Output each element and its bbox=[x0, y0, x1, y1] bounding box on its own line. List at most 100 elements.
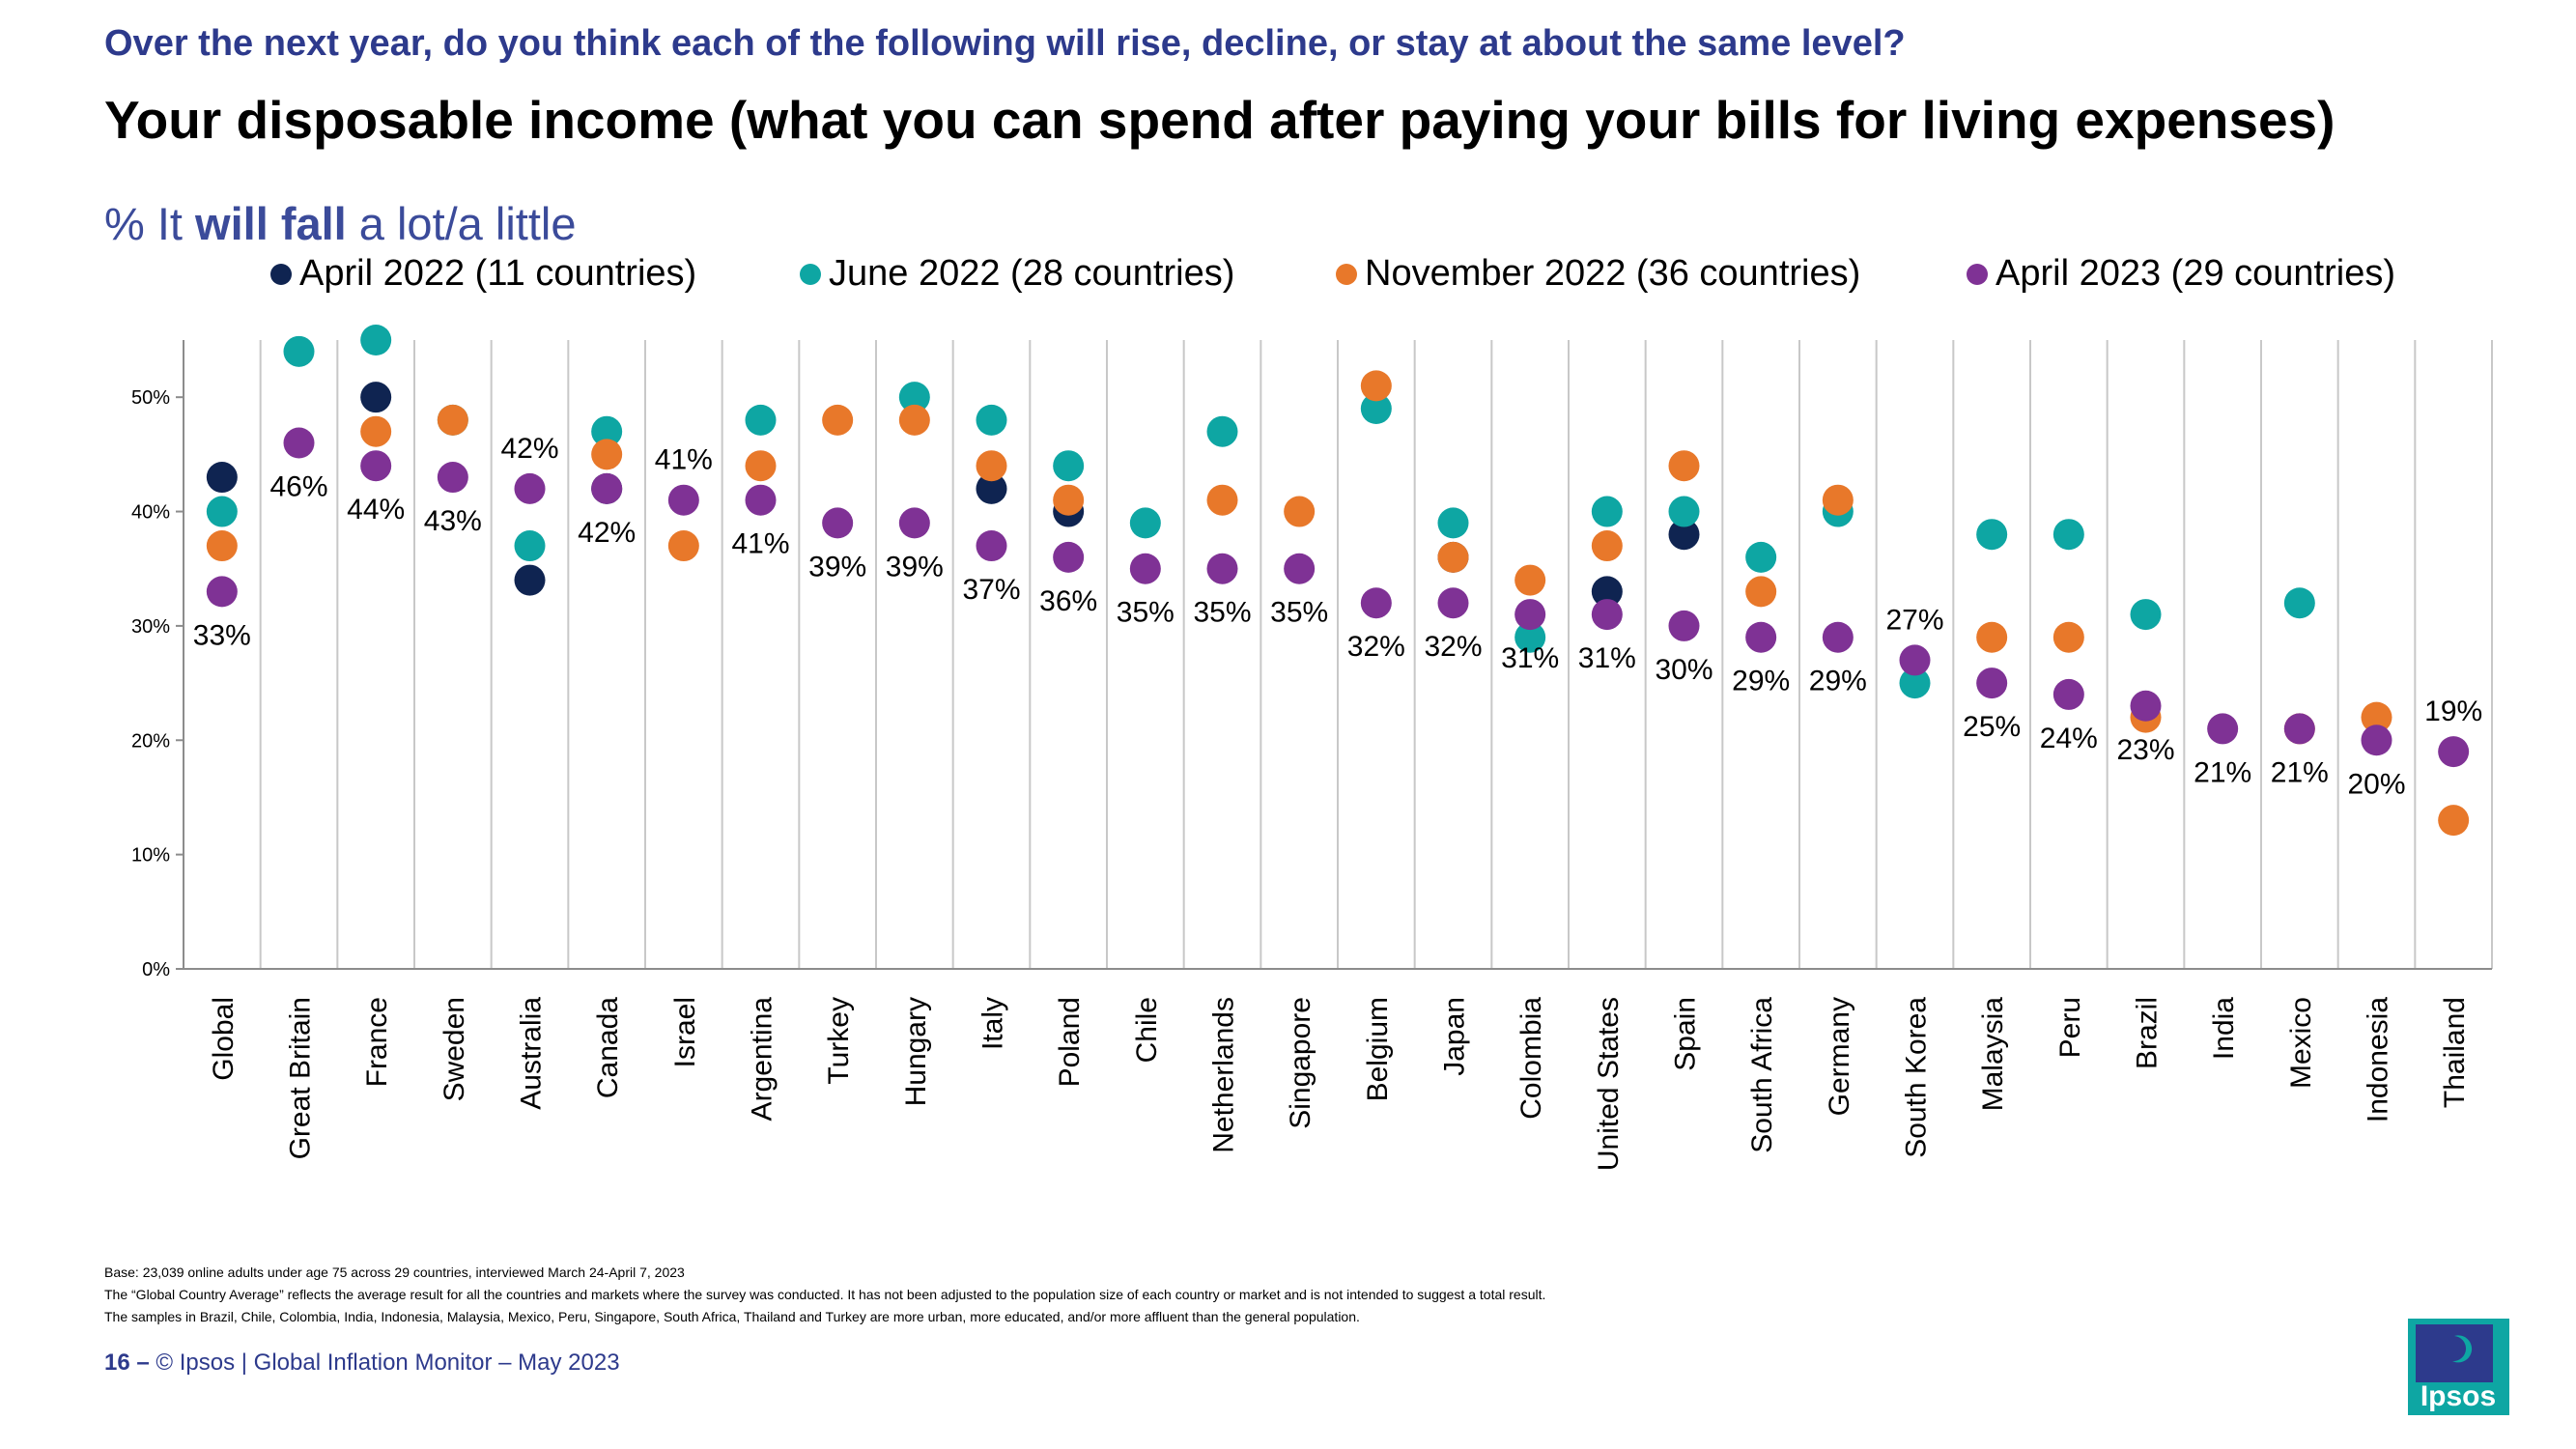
data-label: 27% bbox=[1885, 604, 1943, 636]
data-label: 41% bbox=[655, 444, 713, 476]
dot-june-2022 bbox=[1129, 507, 1161, 539]
dot-june-2022 bbox=[1976, 519, 2008, 551]
data-label: 25% bbox=[1963, 711, 2021, 743]
dot-april-2023 bbox=[667, 484, 699, 516]
data-label: 46% bbox=[269, 471, 327, 503]
dot-november-2022 bbox=[1822, 484, 1854, 516]
dot-april-2022 bbox=[976, 472, 1007, 504]
x-tick-label: Singapore bbox=[1285, 997, 1316, 1129]
dot-april-2023 bbox=[1129, 553, 1161, 584]
dot-june-2022 bbox=[514, 530, 546, 562]
question-text: Over the next year, do you think each of… bbox=[104, 23, 1906, 64]
dot-june-2022 bbox=[898, 382, 930, 413]
dot-april-2022 bbox=[206, 462, 238, 494]
y-tick-label: 10% bbox=[131, 845, 170, 867]
x-tick-label: Poland bbox=[1054, 997, 1086, 1087]
dot-april-2023 bbox=[1514, 599, 1546, 631]
x-tick-label: Argentina bbox=[747, 997, 778, 1122]
data-label: 23% bbox=[2116, 734, 2174, 766]
x-tick-label: Israel bbox=[669, 997, 701, 1067]
footnote-base: Base: 23,039 online adults under age 75 … bbox=[104, 1264, 685, 1280]
x-tick-label: France bbox=[361, 997, 393, 1087]
x-tick-label: Netherlands bbox=[1208, 997, 1240, 1153]
dot-april-2023 bbox=[206, 576, 238, 608]
y-tick-label: 40% bbox=[131, 502, 170, 524]
dot-april-2023 bbox=[360, 450, 392, 482]
data-label: 35% bbox=[1193, 597, 1251, 629]
dot-april-2023 bbox=[1668, 610, 1700, 641]
dot-june-2022 bbox=[2052, 519, 2084, 551]
data-label: 43% bbox=[424, 505, 482, 537]
legend-item-june-2022: June 2022 (28 countries) bbox=[800, 253, 1234, 295]
dot-april-2023 bbox=[1053, 541, 1085, 573]
x-tick-label: Hungary bbox=[900, 997, 932, 1106]
legend-item-november-2022: November 2022 (36 countries) bbox=[1336, 253, 1860, 295]
dot-june-2022 bbox=[2283, 587, 2315, 619]
dot-april-2023 bbox=[1591, 599, 1623, 631]
dot-november-2022 bbox=[1976, 621, 2008, 653]
dot-november-2022 bbox=[360, 415, 392, 447]
x-tick-label: Brazil bbox=[2132, 997, 2164, 1069]
dot-june-2022 bbox=[1206, 415, 1238, 447]
x-tick-label: Malaysia bbox=[1977, 997, 2009, 1112]
dot-june-2022 bbox=[1745, 541, 1777, 573]
dot-april-2023 bbox=[2283, 713, 2315, 745]
dot-november-2022 bbox=[591, 439, 623, 470]
x-tick-label: Great Britain bbox=[285, 997, 317, 1159]
data-label: 35% bbox=[1117, 597, 1175, 629]
data-label: 36% bbox=[1039, 585, 1097, 617]
data-label: 35% bbox=[1270, 597, 1328, 629]
dot-april-2023 bbox=[1284, 553, 1316, 584]
x-tick-label: Belgium bbox=[1362, 997, 1394, 1101]
dot-april-2022 bbox=[1591, 576, 1623, 608]
legend-item-april-2023: April 2023 (29 countries) bbox=[1967, 253, 2395, 295]
x-tick-label: Thailand bbox=[2439, 997, 2471, 1108]
data-label: 24% bbox=[2040, 723, 2098, 754]
dot-november-2022 bbox=[1745, 576, 1777, 608]
dot-november-2022 bbox=[1206, 484, 1238, 516]
dot-april-2023 bbox=[976, 530, 1007, 562]
dot-june-2022 bbox=[976, 404, 1007, 436]
dot-november-2022 bbox=[437, 404, 468, 436]
x-tick-label: Australia bbox=[516, 997, 548, 1110]
data-label: 41% bbox=[731, 528, 789, 560]
dot-april-2023 bbox=[1206, 553, 1238, 584]
dot-june-2022 bbox=[1053, 450, 1085, 482]
x-tick-label: Turkey bbox=[823, 997, 855, 1085]
data-label: 29% bbox=[1809, 666, 1867, 697]
y-tick-label: 0% bbox=[142, 959, 170, 980]
footnotes: Base: 23,039 online adults under age 75 … bbox=[104, 1262, 1545, 1328]
x-tick-label: Colombia bbox=[1515, 997, 1547, 1120]
logo-text: Ipsos bbox=[2420, 1380, 2496, 1412]
chart-subtitle: % It will fall a lot/a little bbox=[104, 197, 576, 250]
x-tick-label: Sweden bbox=[439, 997, 470, 1101]
x-tick-label: United States bbox=[1593, 997, 1625, 1171]
x-tick-label: Peru bbox=[2054, 997, 2086, 1058]
data-label: 19% bbox=[2424, 696, 2482, 727]
x-tick-label: South Korea bbox=[1901, 997, 1933, 1158]
dot-april-2023 bbox=[1899, 644, 1931, 676]
data-label: 20% bbox=[2347, 768, 2405, 800]
dot-april-2023 bbox=[898, 507, 930, 539]
dot-april-2023 bbox=[2052, 678, 2084, 710]
dot-november-2022 bbox=[1668, 450, 1700, 482]
x-tick-label: Germany bbox=[1824, 997, 1855, 1116]
dot-june-2022 bbox=[1360, 393, 1392, 425]
y-tick-label: 20% bbox=[131, 730, 170, 752]
dot-april-2023 bbox=[283, 427, 315, 459]
x-tick-label: Italy bbox=[977, 997, 1009, 1050]
y-tick-label: 50% bbox=[131, 387, 170, 409]
dot-november-2022 bbox=[206, 530, 238, 562]
dot-november-2022 bbox=[822, 404, 854, 436]
legend-label-november-2022: November 2022 (36 countries) bbox=[1365, 253, 1861, 294]
data-label: 30% bbox=[1655, 654, 1713, 686]
footer: 16 – © Ipsos | Global Inflation Monitor … bbox=[104, 1350, 620, 1377]
x-tick-label: Chile bbox=[1131, 997, 1163, 1063]
scatter-chart: 0% 10% 20% 30% 40% 50% Global Great Britain Fran… bbox=[131, 325, 2493, 1171]
x-tick-label: South Africa bbox=[1746, 997, 1778, 1153]
dot-april-2023 bbox=[514, 472, 546, 504]
dot-june-2022 bbox=[745, 404, 777, 436]
dot-april-2023 bbox=[437, 462, 468, 494]
dot-april-2022 bbox=[514, 564, 546, 596]
data-label: 39% bbox=[886, 551, 944, 582]
